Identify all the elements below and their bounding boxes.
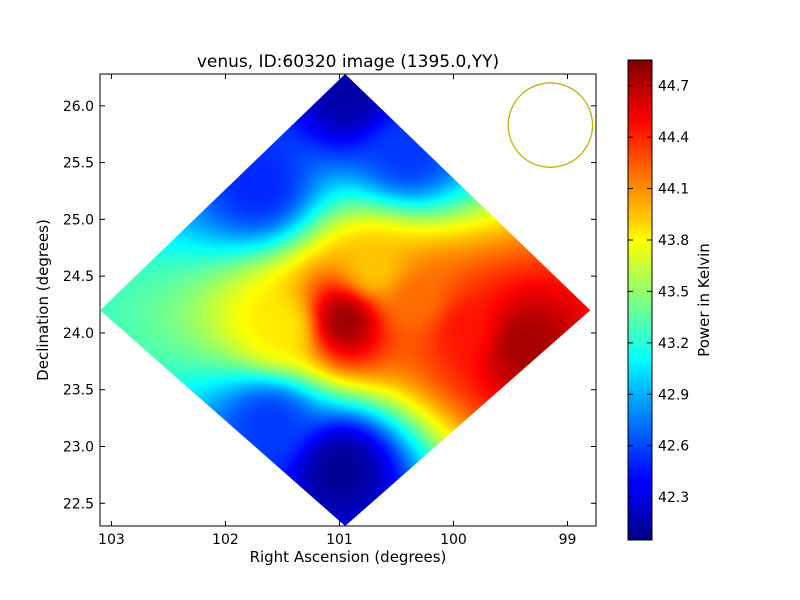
x-tick-label: 101 [326,532,353,548]
colorbar-tick-label: 42.9 [658,387,689,403]
y-tick-label: 25.5 [63,156,94,172]
y-tick-label: 22.5 [63,496,94,512]
colorbar-ticks: 42.3 42.6 42.9 43.2 43.5 43.8 44.1 44.4 44.7 [628,79,689,506]
colorbar-tick-label: 43.5 [658,284,689,300]
x-axis-ticks: 103 102 101 100 99 [98,74,576,548]
chart-title: venus, ID:60320 image (1395.0,YY) [197,52,499,72]
colorbar-tick-label: 42.6 [658,439,689,455]
x-axis-label: Right Ascension (degrees) [250,548,447,566]
colorbar-gradient [627,59,653,541]
colorbar-tick-label: 44.7 [658,79,689,95]
y-axis-ticks: 22.5 23.0 23.5 24.0 24.5 25.0 25.5 26.0 [63,99,596,512]
colorbar-tick-label: 44.4 [658,130,689,146]
colorbar-tick-label: 42.3 [658,490,689,506]
y-tick-label: 25.0 [63,212,94,228]
plot-frame [99,73,597,527]
x-tick-label: 99 [559,532,577,548]
colorbar-tick-label: 43.2 [658,336,689,352]
colorbar-tick-label: 43.8 [658,233,689,249]
y-axis-label: Declination (degrees) [34,219,52,381]
plot-area: 103 102 101 100 99 22.523.023.524.024.525.02… [63,73,597,548]
colorbar-tick-label: 44.1 [658,182,689,198]
y-tick-label: 23.0 [63,440,94,456]
x-tick-label: 102 [212,532,239,548]
y-tick-label: 23.5 [63,383,94,399]
colorbar: 42.3 42.6 42.9 43.2 43.5 43.8 44.1 44.4 44.7 Pow… [627,59,713,541]
y-tick-label: 24.5 [63,269,94,285]
x-tick-label: 103 [98,532,125,548]
colorbar-label: Power in Kelvin [695,243,713,357]
y-tick-label: 26.0 [63,99,94,115]
y-tick-label: 24.0 [63,326,94,342]
x-tick-label: 100 [440,532,467,548]
beam-circle [507,82,594,168]
